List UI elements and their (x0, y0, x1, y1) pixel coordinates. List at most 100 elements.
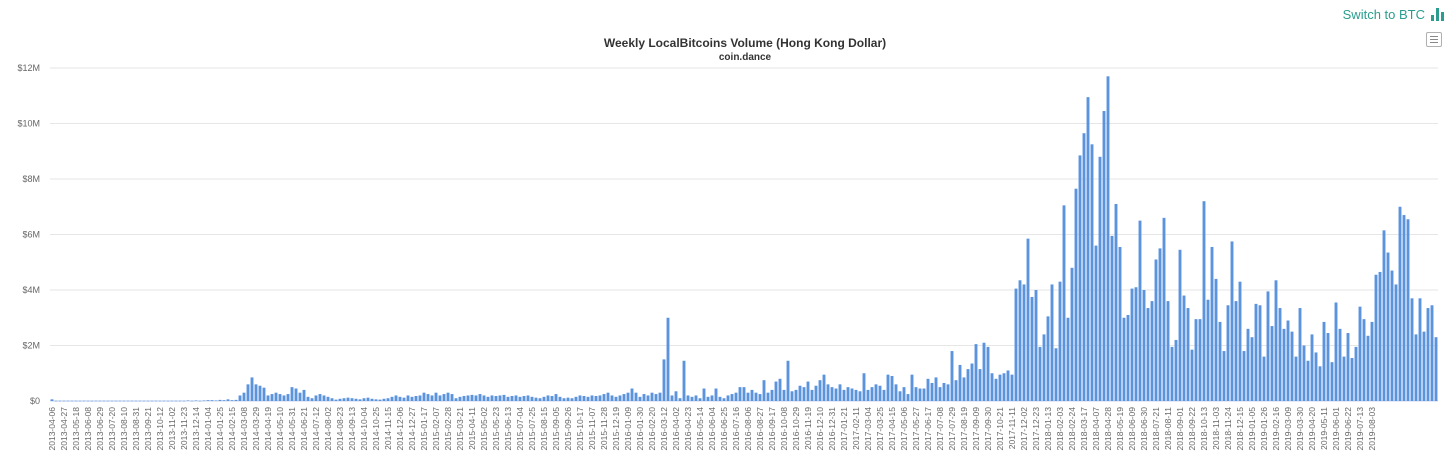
bar[interactable] (778, 378, 782, 401)
bar[interactable] (350, 398, 354, 401)
bar[interactable] (270, 394, 274, 401)
bar[interactable] (230, 400, 234, 401)
bar[interactable] (562, 398, 566, 401)
bar[interactable] (1082, 133, 1086, 401)
bar[interactable] (398, 396, 402, 401)
bar[interactable] (1298, 308, 1302, 401)
bar[interactable] (1250, 337, 1254, 401)
bar[interactable] (1198, 319, 1202, 401)
bar[interactable] (518, 396, 522, 401)
bar[interactable] (374, 399, 378, 401)
bar[interactable] (622, 394, 626, 401)
bar[interactable] (810, 389, 814, 401)
bar[interactable] (1254, 303, 1258, 402)
bar[interactable] (242, 392, 246, 401)
bar[interactable] (894, 384, 898, 401)
bar[interactable] (1134, 287, 1138, 401)
bar[interactable] (918, 388, 922, 401)
bar[interactable] (858, 391, 862, 401)
bar[interactable] (122, 400, 126, 402)
bar[interactable] (1418, 298, 1422, 401)
bar[interactable] (170, 400, 174, 402)
bar[interactable] (654, 394, 658, 401)
bar[interactable] (1038, 346, 1042, 401)
bar[interactable] (710, 395, 714, 401)
bar[interactable] (914, 387, 918, 402)
bar[interactable] (1110, 235, 1114, 401)
bar[interactable] (438, 395, 442, 401)
bar[interactable] (382, 398, 386, 401)
bar[interactable] (1318, 366, 1322, 401)
bar[interactable] (302, 389, 306, 401)
bar[interactable] (490, 395, 494, 401)
bar[interactable] (766, 392, 770, 401)
bar[interactable] (334, 399, 338, 401)
bar[interactable] (178, 400, 182, 402)
bar[interactable] (706, 396, 710, 401)
bar[interactable] (558, 396, 562, 401)
bar[interactable] (326, 396, 330, 401)
bar[interactable] (1398, 206, 1402, 401)
bar[interactable] (770, 389, 774, 401)
bar[interactable] (258, 385, 262, 401)
bar[interactable] (854, 389, 858, 401)
bar[interactable] (834, 388, 838, 401)
bar[interactable] (1042, 334, 1046, 401)
bar[interactable] (386, 398, 390, 401)
bar[interactable] (682, 360, 686, 401)
bar[interactable] (830, 387, 834, 402)
bar[interactable] (1430, 305, 1434, 401)
bar[interactable] (82, 400, 86, 402)
bar[interactable] (818, 380, 822, 401)
bar[interactable] (546, 395, 550, 401)
bar[interactable] (378, 399, 382, 401)
bar[interactable] (98, 400, 102, 402)
bar[interactable] (1242, 351, 1246, 401)
bar[interactable] (338, 398, 342, 401)
bar[interactable] (714, 388, 718, 401)
bar[interactable] (982, 342, 986, 401)
bar[interactable] (166, 400, 170, 402)
bar[interactable] (550, 396, 554, 401)
bar[interactable] (1054, 348, 1058, 401)
bar[interactable] (434, 392, 438, 401)
bar[interactable] (878, 385, 882, 401)
bar[interactable] (1310, 334, 1314, 401)
bar[interactable] (478, 394, 482, 401)
bar[interactable] (1394, 284, 1398, 401)
bar[interactable] (762, 380, 766, 401)
bar[interactable] (750, 389, 754, 401)
bar[interactable] (1214, 278, 1218, 401)
bar[interactable] (494, 396, 498, 401)
bar[interactable] (1006, 370, 1010, 401)
bar[interactable] (566, 397, 570, 401)
bar[interactable] (1302, 345, 1306, 402)
bar[interactable] (986, 346, 990, 401)
bar[interactable] (650, 392, 654, 401)
bar[interactable] (1230, 241, 1234, 401)
bar[interactable] (130, 400, 134, 402)
bar[interactable] (1342, 356, 1346, 401)
bar[interactable] (1058, 281, 1062, 401)
bar[interactable] (630, 388, 634, 401)
bar[interactable] (222, 400, 226, 401)
bar[interactable] (886, 374, 890, 401)
bar[interactable] (1146, 308, 1150, 401)
bar[interactable] (526, 395, 530, 401)
bar[interactable] (738, 387, 742, 402)
bar[interactable] (1166, 301, 1170, 401)
bar[interactable] (1286, 320, 1290, 401)
bar[interactable] (278, 394, 282, 401)
bar[interactable] (1278, 308, 1282, 401)
bar[interactable] (510, 396, 514, 401)
bar[interactable] (1290, 331, 1294, 402)
bar[interactable] (1034, 290, 1038, 401)
bar[interactable] (418, 395, 422, 401)
bar[interactable] (722, 398, 726, 401)
bar[interactable] (1086, 97, 1090, 401)
bar[interactable] (1370, 321, 1374, 401)
bar[interactable] (742, 387, 746, 402)
bar[interactable] (1186, 308, 1190, 401)
bar[interactable] (274, 392, 278, 401)
bar[interactable] (1174, 339, 1178, 401)
